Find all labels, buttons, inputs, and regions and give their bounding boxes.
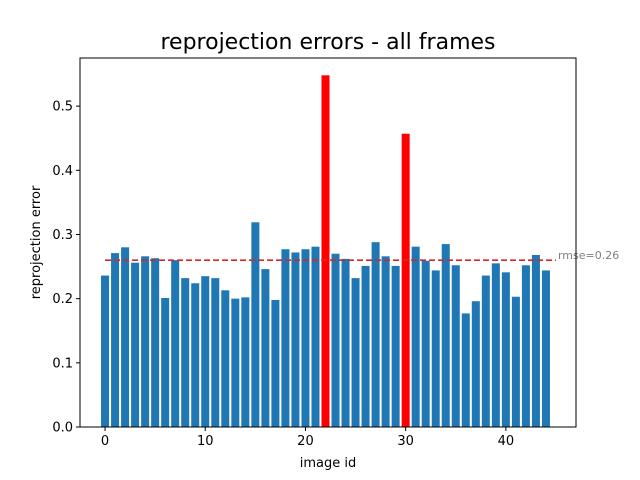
bar <box>271 299 280 427</box>
bar <box>381 256 390 427</box>
plot-frame <box>79 57 577 428</box>
bar <box>151 258 160 427</box>
bar <box>371 242 380 427</box>
bar <box>311 246 320 427</box>
y-tick-label: 0.2 <box>52 292 73 307</box>
bar <box>481 275 490 427</box>
rmse-annotation: rmse=0.26 <box>558 249 619 262</box>
bar <box>361 265 370 427</box>
y-axis-ticks: 0.0 0.1 0.2 0.3 0.4 0.5 <box>52 100 80 436</box>
bar <box>191 283 200 427</box>
x-tick-label: 10 <box>197 434 214 449</box>
bar <box>181 278 190 427</box>
chart-title: reprojection errors - all frames <box>160 30 495 55</box>
bar <box>431 270 440 427</box>
bar <box>261 269 270 427</box>
reference-line-group: rmse=0.26 <box>105 249 619 262</box>
bar <box>341 258 350 427</box>
bar <box>351 278 360 427</box>
x-tick-label: 30 <box>397 434 414 449</box>
bar <box>511 296 520 427</box>
bar <box>121 247 130 427</box>
x-tick-label: 20 <box>297 434 314 449</box>
bar <box>141 256 150 427</box>
y-tick-label: 0.0 <box>52 421 73 436</box>
bar <box>111 253 120 427</box>
bar <box>101 275 110 427</box>
bar <box>281 249 290 427</box>
bar <box>221 290 230 427</box>
bar <box>301 249 310 427</box>
bar <box>471 301 480 427</box>
bar <box>231 298 240 427</box>
bar <box>331 253 340 427</box>
bar-highlighted <box>401 133 410 428</box>
bar <box>211 278 220 427</box>
y-tick-label: 0.5 <box>52 100 73 115</box>
bar <box>441 244 450 427</box>
bar <box>411 246 420 427</box>
bar <box>171 260 180 427</box>
bar <box>521 265 530 427</box>
bar <box>251 222 260 427</box>
x-axis-ticks: 0 10 20 30 40 <box>101 427 514 449</box>
bar <box>291 252 300 427</box>
bar <box>201 276 210 427</box>
x-axis-label: image id <box>300 456 357 471</box>
bar <box>241 297 250 427</box>
x-tick-label: 0 <box>101 434 109 449</box>
y-axis-label: reprojection error <box>29 185 44 299</box>
bar <box>161 298 170 427</box>
bar <box>421 260 430 427</box>
x-tick-label: 40 <box>498 434 515 449</box>
bar <box>451 265 460 427</box>
y-tick-label: 0.1 <box>52 356 73 371</box>
bar <box>131 262 140 427</box>
bar <box>491 263 500 427</box>
bar <box>461 313 470 427</box>
bar <box>391 265 400 427</box>
y-tick-label: 0.3 <box>52 228 73 243</box>
bars-group <box>101 75 550 428</box>
bar <box>501 272 510 427</box>
bar-highlighted <box>321 75 330 427</box>
bar <box>531 255 540 427</box>
bar <box>541 270 550 427</box>
y-tick-label: 0.4 <box>52 164 73 179</box>
